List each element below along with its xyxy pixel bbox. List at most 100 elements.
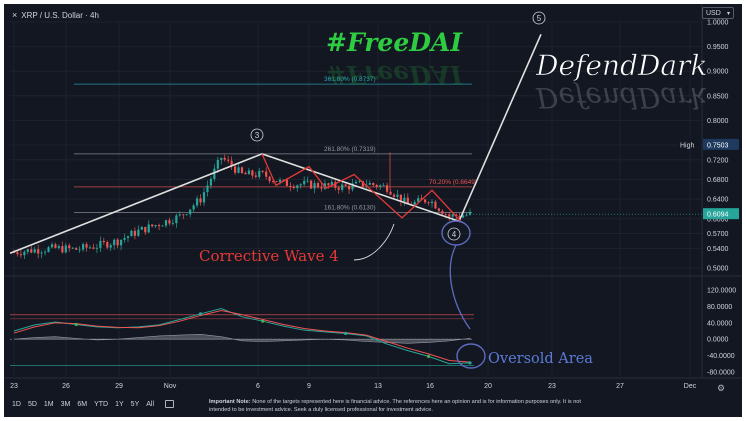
candle	[244, 171, 247, 175]
timeframe-ytd[interactable]: YTD	[94, 400, 109, 408]
candle	[164, 219, 168, 228]
candle-body	[23, 251, 26, 256]
candle-body	[189, 209, 192, 215]
time-tick-label: 26	[62, 383, 70, 390]
osc-cross-dot	[261, 319, 265, 323]
candle-body	[68, 245, 71, 249]
candle-body	[306, 180, 309, 182]
candle	[337, 185, 340, 194]
candle	[43, 249, 47, 256]
candle-body	[455, 214, 458, 216]
candle-body	[358, 181, 361, 182]
candle-body	[37, 249, 40, 254]
candle-body	[126, 236, 130, 239]
candle-body	[379, 185, 382, 188]
candle	[88, 245, 92, 249]
timeframe-5d[interactable]: 5D	[27, 400, 37, 408]
candle-body	[423, 199, 427, 203]
price-tick-label: 0.6400	[707, 197, 729, 204]
gear-icon[interactable]: ⚙	[716, 383, 726, 393]
time-tick-label: 13	[374, 383, 382, 390]
free-dai-reflection: #FreeDAI	[326, 60, 463, 89]
chart-panel: 361.80% (0.8737) 261.80% (0.7319) 70.20% (…	[4, 4, 742, 417]
candle-body	[448, 214, 451, 217]
candle	[182, 214, 185, 220]
time-tick-label: 9	[307, 383, 311, 390]
timeframe-1m[interactable]: 1M	[43, 400, 54, 408]
candle-body	[151, 224, 154, 227]
chart-svg[interactable]: 361.80% (0.8737) 261.80% (0.7319) 70.20% (…	[4, 4, 742, 417]
osc-cross-dot	[344, 331, 348, 336]
candle	[192, 203, 195, 213]
candle	[261, 170, 264, 174]
candle-body	[461, 215, 465, 218]
candle-body	[282, 179, 285, 181]
candle-body	[337, 187, 340, 190]
candle-body	[99, 240, 102, 248]
candle-body	[254, 175, 257, 177]
timeframe-5y[interactable]: 5Y	[130, 400, 140, 408]
candle	[81, 242, 85, 252]
close-icon[interactable]: ×	[12, 10, 18, 20]
wave-line	[9, 33, 542, 254]
candle-body	[102, 240, 105, 243]
candle	[130, 229, 133, 237]
candle-body	[375, 185, 378, 188]
candle-body	[451, 214, 454, 217]
candle-body	[289, 185, 292, 188]
price-tick-label: 0.5700	[707, 231, 729, 238]
price-tick-label: 0.7200	[707, 157, 729, 164]
candle	[379, 184, 382, 190]
timeframe-all[interactable]: All	[146, 400, 155, 408]
candle-body	[427, 202, 430, 204]
wave-3-label-text: 3	[255, 131, 260, 140]
candle-body	[64, 245, 67, 253]
candle-body	[30, 249, 33, 253]
corrective-wave-text: Corrective Wave 4	[199, 247, 339, 265]
candle	[126, 235, 130, 242]
candle-body	[220, 157, 223, 160]
currency-select[interactable]: USD ▾	[702, 7, 734, 19]
high-label-bg	[678, 138, 700, 150]
candle	[157, 223, 161, 230]
free-dai-text: #FreeDAI	[326, 28, 463, 57]
candle	[448, 211, 451, 222]
price-tick-label: 0.9000	[707, 69, 729, 76]
current-price-bg	[703, 208, 739, 220]
candle-body	[95, 247, 99, 249]
symbol-title: XRP / U.S. Dollar · 4h	[21, 10, 99, 20]
candle	[306, 176, 309, 183]
candle-body	[327, 183, 330, 186]
wave-4-label-text: 4	[452, 230, 457, 239]
calendar-icon[interactable]	[165, 400, 175, 408]
time-tick-label: Dec	[684, 383, 697, 390]
timeframe-1d[interactable]: 1D	[12, 400, 21, 408]
candle	[185, 213, 188, 216]
candle	[175, 213, 178, 228]
fib-label-2: 70.20% (0.6649)	[429, 179, 477, 186]
candle-body	[230, 160, 233, 167]
osc-tick-label: -80.0000	[707, 369, 735, 376]
corrective-pointer	[353, 223, 395, 261]
disclaimer-bold: Important Note:	[209, 399, 251, 405]
candle-body	[465, 214, 468, 216]
current-price-value: 0.6094	[707, 212, 729, 219]
timeframe-3m[interactable]: 3M	[60, 400, 71, 408]
timeframe-6m[interactable]: 6M	[77, 400, 88, 408]
candle	[23, 250, 26, 260]
fib-label-3: 161.80% (0.6130)	[324, 204, 376, 211]
time-tick-label: 20	[484, 383, 492, 390]
candle	[254, 171, 257, 179]
candle-body	[213, 168, 216, 179]
candle-body	[399, 194, 403, 203]
candle-body	[309, 180, 313, 189]
osc-cross-dot	[426, 354, 431, 358]
candle-body	[175, 215, 178, 224]
candle-body	[251, 170, 254, 176]
candle-body	[81, 244, 85, 250]
candle	[206, 180, 209, 197]
timeframe-1y[interactable]: 1Y	[115, 400, 124, 408]
defend-dark-reflection: DefendDark	[535, 81, 707, 114]
candle-body	[227, 159, 230, 161]
candle-body	[199, 198, 202, 203]
